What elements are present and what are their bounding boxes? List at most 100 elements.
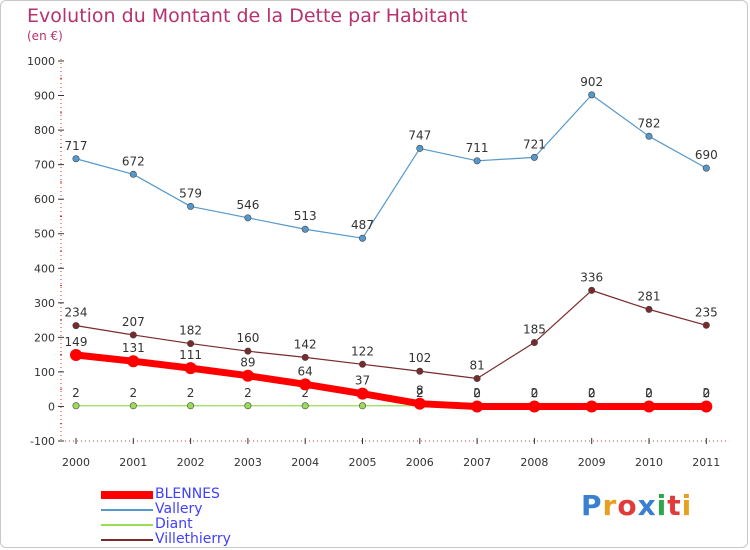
data-point-blennes — [700, 400, 713, 413]
y-tick-label: 400 — [34, 262, 55, 275]
data-label-diant: 2 — [72, 386, 80, 400]
y-tick-label: 800 — [34, 124, 55, 137]
series-line-vallery — [75, 94, 707, 239]
data-point-vallery — [244, 214, 252, 222]
data-label-blennes: 89 — [240, 356, 255, 370]
legend-label: BLENNES — [155, 486, 220, 502]
data-point-blennes — [241, 369, 254, 382]
x-tick-label: 2000 — [62, 456, 90, 469]
data-point-villethierry — [473, 374, 481, 382]
data-point-vallery — [702, 164, 710, 172]
y-tick-label: 100 — [34, 366, 55, 379]
data-label-diant: 2 — [129, 386, 137, 400]
x-tick-label: 2001 — [119, 456, 147, 469]
data-label-vallery: 579 — [179, 186, 202, 200]
series-line-blennes — [75, 351, 707, 410]
legend-label: Villethierry — [155, 531, 231, 547]
data-point-villethierry — [187, 340, 195, 348]
data-label-villethierry: 234 — [65, 306, 88, 320]
data-point-diant — [187, 402, 195, 410]
data-label-diant: 2 — [244, 386, 252, 400]
data-point-blennes — [643, 400, 655, 413]
data-label-villethierry: 185 — [523, 323, 546, 337]
data-point-diant — [244, 402, 252, 410]
logo-letter: t — [667, 489, 682, 522]
legend-swatch — [101, 491, 153, 499]
data-point-villethierry — [645, 305, 653, 313]
data-point-vallery — [72, 155, 80, 163]
y-tick-label: 500 — [34, 228, 55, 241]
data-point-blennes — [70, 348, 82, 361]
data-point-villethierry — [358, 360, 366, 368]
data-label-diant: 2 — [588, 386, 596, 400]
data-label-vallery: 546 — [236, 198, 259, 212]
data-label-blennes: 131 — [122, 341, 145, 355]
logo-letter: P — [581, 489, 603, 522]
data-label-villethierry: 81 — [469, 358, 484, 372]
legend-swatch — [101, 524, 153, 526]
legend-swatch — [101, 539, 153, 541]
data-label-diant: 2 — [702, 386, 710, 400]
data-label-diant: 2 — [473, 386, 481, 400]
x-tick-label: 2006 — [406, 456, 434, 469]
data-label-blennes: 0 — [645, 386, 653, 400]
y-tick-label: 0 — [48, 400, 55, 413]
data-label-vallery: 672 — [122, 154, 145, 168]
data-label-blennes: 37 — [355, 374, 370, 388]
data-point-diant — [301, 402, 309, 410]
data-point-blennes — [184, 362, 197, 375]
data-label-villethierry: 207 — [122, 315, 145, 329]
data-label-diant: 2 — [645, 386, 653, 400]
data-label-vallery: 513 — [294, 209, 317, 223]
chart-subtitle: (en €) — [27, 29, 63, 43]
y-tick-label: -100 — [30, 435, 55, 448]
data-label-vallery: 487 — [351, 218, 374, 232]
x-tick-label: 2005 — [349, 456, 377, 469]
data-point-villethierry — [72, 322, 80, 330]
data-label-blennes: 111 — [179, 348, 202, 362]
logo-letter: i — [681, 489, 693, 522]
data-label-villethierry: 281 — [638, 289, 661, 303]
x-tick-label: 2002 — [177, 456, 205, 469]
data-point-villethierry — [588, 286, 596, 294]
data-label-vallery: 747 — [408, 128, 431, 142]
x-tick-label: 2003 — [234, 456, 262, 469]
data-point-vallery — [187, 202, 195, 210]
x-tick-label: 2009 — [578, 456, 606, 469]
data-label-villethierry: 182 — [179, 324, 202, 338]
data-point-blennes — [127, 355, 140, 368]
proxiti-logo: Proxiti — [581, 489, 692, 522]
data-point-vallery — [358, 234, 366, 242]
data-point-villethierry — [301, 353, 309, 361]
data-point-blennes — [356, 387, 369, 400]
data-point-villethierry — [244, 347, 252, 355]
data-point-villethierry — [530, 339, 538, 347]
y-tick-label: 700 — [34, 159, 55, 172]
data-point-blennes — [471, 400, 484, 413]
series-line-villethierry — [75, 289, 707, 380]
data-label-blennes: 64 — [298, 364, 313, 378]
data-point-diant — [72, 402, 80, 410]
data-label-diant: 2 — [187, 386, 195, 400]
data-point-villethierry — [129, 331, 137, 339]
data-label-vallery: 721 — [523, 137, 546, 151]
data-label-vallery: 717 — [65, 139, 88, 153]
data-label-blennes: 149 — [65, 335, 88, 349]
data-point-blennes — [585, 400, 598, 413]
data-label-villethierry: 122 — [351, 344, 374, 358]
x-tick-label: 2011 — [692, 456, 720, 469]
data-label-blennes: 0 — [473, 386, 481, 400]
x-tick-label: 2004 — [291, 456, 319, 469]
logo-letter: r — [602, 489, 618, 522]
data-point-vallery — [530, 153, 538, 161]
logo-letter: i — [656, 489, 668, 522]
y-tick-label: 900 — [34, 90, 55, 103]
data-label-diant: 2 — [301, 386, 309, 400]
data-label-villethierry: 336 — [580, 270, 603, 284]
data-label-diant: 2 — [416, 386, 424, 400]
data-point-vallery — [301, 225, 309, 233]
chart-title: Evolution du Montant de la Dette par Hab… — [27, 5, 468, 27]
x-tick-label: 2008 — [520, 456, 548, 469]
data-label-diant: 2 — [531, 386, 539, 400]
data-point-diant — [358, 402, 366, 410]
